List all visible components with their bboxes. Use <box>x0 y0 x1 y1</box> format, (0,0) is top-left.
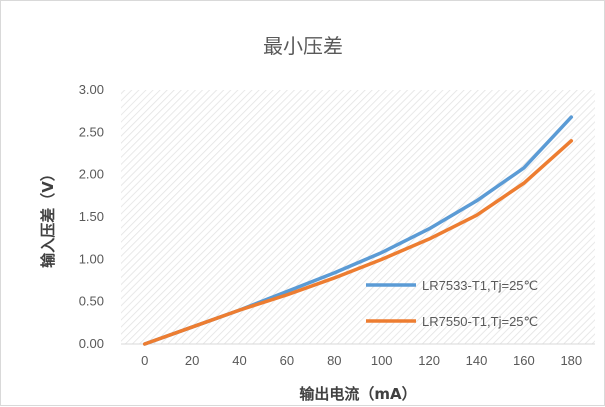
chart-title: 最小压差 <box>263 34 343 58</box>
y-axis-title: 输入压差（V） <box>39 166 57 268</box>
y-tick-label: 0.50 <box>79 294 104 309</box>
y-axis-tick-labels: 0.00 0.50 1.00 1.50 2.00 2.50 3.00 <box>79 82 104 351</box>
x-tick-label: 80 <box>327 353 341 368</box>
plot-area-background <box>121 90 595 344</box>
series-lines <box>142 115 574 346</box>
legend-label: LR7533-T1,Tj=25℃ <box>422 278 538 293</box>
legend: LR7533-T1,Tj=25℃ LR7550-T1,Tj=25℃ <box>366 278 538 329</box>
y-tick-label: 3.00 <box>79 82 104 97</box>
x-tick-label: 0 <box>141 353 148 368</box>
series-line <box>142 139 574 346</box>
x-tick-label: 20 <box>185 353 199 368</box>
y-tick-label: 0.00 <box>79 336 104 351</box>
x-axis-tick-labels: 0 20 40 60 80 100 120 140 160 180 <box>141 353 582 368</box>
x-tick-label: 60 <box>280 353 294 368</box>
x-tick-label: 180 <box>560 353 582 368</box>
legend-label: LR7550-T1,Tj=25℃ <box>422 314 538 329</box>
x-axis-title: 输出电流（mA） <box>299 385 416 403</box>
x-tick-label: 40 <box>232 353 246 368</box>
y-tick-label: 2.00 <box>79 167 104 182</box>
x-tick-label: 100 <box>371 353 393 368</box>
x-tick-label: 160 <box>513 353 535 368</box>
y-tick-label: 2.50 <box>79 124 104 139</box>
y-tick-label: 1.50 <box>79 209 104 224</box>
x-tick-label: 120 <box>418 353 440 368</box>
y-tick-label: 1.00 <box>79 251 104 266</box>
x-tick-label: 140 <box>466 353 488 368</box>
